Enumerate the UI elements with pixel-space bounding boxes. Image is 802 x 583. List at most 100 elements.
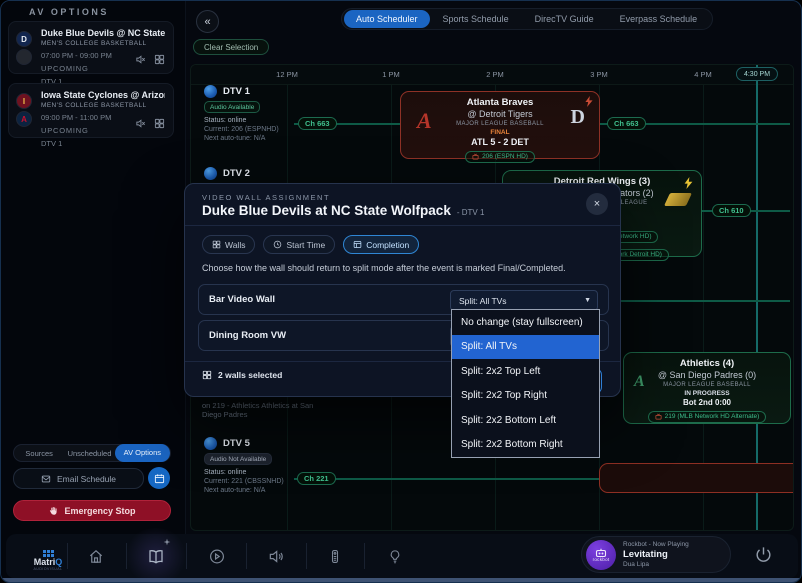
dtv5-row-header[interactable]: DTV 5 xyxy=(204,437,250,450)
event-card-braves-tigers[interactable]: A D Atlanta Braves @ Detroit Tigers MAJO… xyxy=(400,91,600,163)
dropdown-option[interactable]: No change (stay fullscreen) xyxy=(461,316,583,328)
now-playing-source: Rockbot - Now Playing xyxy=(623,541,689,548)
current-time-line xyxy=(756,65,758,530)
matriq-grid-icon xyxy=(42,550,54,557)
tab-av-options[interactable]: AV Options xyxy=(114,444,171,462)
grid-line xyxy=(703,85,704,530)
game-status: UPCOMING xyxy=(41,126,89,135)
close-modal-button[interactable]: × xyxy=(586,193,608,215)
emergency-stop-label: Emergency Stop xyxy=(64,505,136,516)
tab-unscheduled[interactable]: Unscheduled xyxy=(67,448,112,458)
directv-receiver-icon xyxy=(204,167,217,180)
sidebar-header: AV OPTIONS xyxy=(29,7,109,17)
dropdown-option[interactable]: Split: 2x2 Top Right xyxy=(461,390,547,402)
game-time: 09:00 PM - 11:00 PM xyxy=(41,113,112,122)
mute-icon[interactable] xyxy=(135,54,146,65)
event-card-fragment[interactable] xyxy=(599,463,793,493)
tab-sources[interactable]: Sources xyxy=(25,448,53,458)
now-playing-track: Levitating xyxy=(623,549,668,560)
modal-tab-completion[interactable]: Completion xyxy=(343,235,420,254)
event-card-athletics-padres[interactable]: A Athletics (4) @ San Diego Padres (0) M… xyxy=(623,352,791,424)
channel-badge[interactable]: Ch 610 xyxy=(712,204,751,217)
scheduler-tabs: Auto Scheduler Sports Schedule DirecTV G… xyxy=(341,8,714,30)
game-device: DTV 1 xyxy=(41,139,63,148)
walls-grid-icon xyxy=(202,370,212,380)
dtv1-label: DTV 1 xyxy=(223,86,250,97)
event-subtitle: @ Detroit Tigers xyxy=(467,109,533,119)
tab-sports-schedule[interactable]: Sports Schedule xyxy=(442,14,509,24)
dtv1-status: Status: online xyxy=(204,117,247,124)
event-channel-badge: 219 (MLB Network HD Alternate) xyxy=(647,410,767,423)
dropdown-option-selected[interactable]: Split: All TVs xyxy=(452,334,599,359)
remote-icon[interactable] xyxy=(328,548,343,565)
modal-tabs: Walls Start Time Completion xyxy=(202,235,420,254)
dtv2-row-header[interactable]: DTV 2 xyxy=(204,167,250,180)
modal-footer-divider xyxy=(185,361,620,362)
envelope-icon xyxy=(41,474,51,484)
dtv4-next-autotune-note: on 219 - Athletics Athletics at San Dieg… xyxy=(202,401,314,419)
dtv5-next: Next auto-tune: N/A xyxy=(204,487,266,494)
sidebar-filter-tabs: Sources Unscheduled AV Options xyxy=(13,444,171,462)
wall-name: Bar Video Wall xyxy=(209,294,275,305)
modal-tab-walls[interactable]: Walls xyxy=(202,235,256,254)
dtv1-row-header[interactable]: DTV 1 xyxy=(204,85,250,98)
modal-title-row: Duke Blue Devils at NC State Wolfpack - … xyxy=(202,203,484,218)
game-league: MEN'S COLLEGE BASKETBALL xyxy=(41,40,147,47)
wall-name: Dining Room VW xyxy=(209,330,287,341)
channel-badge[interactable]: Ch 663 xyxy=(298,117,337,130)
game-status: UPCOMING xyxy=(41,64,89,73)
play-icon[interactable] xyxy=(209,548,226,565)
hour-label: 1 PM xyxy=(382,70,400,79)
tab-everpass-schedule[interactable]: Everpass Schedule xyxy=(619,14,698,24)
volume-icon[interactable] xyxy=(268,548,285,565)
rockbot-logo: rockbot xyxy=(586,540,616,570)
event-clock: Bot 2nd 0:00 xyxy=(682,398,731,407)
modal-footer-status: 2 walls selected xyxy=(202,370,282,380)
event-league: MAJOR LEAGUE BASEBALL xyxy=(663,382,751,388)
schedule-book-icon[interactable] xyxy=(147,548,165,566)
modal-tab-start-time[interactable]: Start Time xyxy=(263,235,336,254)
power-icon[interactable] xyxy=(754,545,773,564)
hour-label: 3 PM xyxy=(590,70,608,79)
sidebar: AV OPTIONS D Duke Blue Devils @ NC State… xyxy=(1,1,186,578)
home-icon[interactable] xyxy=(88,548,105,565)
channel-badge[interactable]: Ch 221 xyxy=(297,472,336,485)
close-icon: × xyxy=(593,198,601,210)
event-channel-badge: 206 (ESPN HD) xyxy=(465,150,535,163)
dtv1-current: Current: 206 (ESPNHD) xyxy=(204,126,279,133)
game-card-duke[interactable]: D Duke Blue Devils @ NC State Wolfpack M… xyxy=(8,21,174,86)
dtv5-meta: Status: online Current: 221 (CBSSNHD) Ne… xyxy=(204,469,284,495)
multiview-icon[interactable] xyxy=(154,118,165,129)
dtv5-status: Status: online xyxy=(204,469,247,476)
clear-selection-button[interactable]: Clear Selection xyxy=(193,39,270,55)
split-mode-select[interactable]: Split: All TVs ▼ xyxy=(450,290,598,311)
email-schedule-button[interactable]: Email Schedule xyxy=(13,468,144,489)
email-schedule-label: Email Schedule xyxy=(56,473,117,484)
team-logo-iowa-state: I xyxy=(16,93,32,109)
tab-directv-guide[interactable]: DirecTV Guide xyxy=(534,14,594,24)
tigers-logo: D xyxy=(570,106,585,128)
collapse-sidebar-button[interactable]: « xyxy=(196,10,219,33)
dropdown-option[interactable]: Split: 2x2 Top Left xyxy=(461,365,541,377)
mute-icon[interactable] xyxy=(135,118,146,129)
tab-auto-scheduler[interactable]: Auto Scheduler xyxy=(344,10,430,28)
channel-line-dtv5 xyxy=(294,478,790,480)
emergency-stop-button[interactable]: Emergency Stop xyxy=(13,500,171,521)
modal-description: Choose how the wall should return to spl… xyxy=(202,263,566,273)
multiview-icon[interactable] xyxy=(154,54,165,65)
dtv1-next: Next auto-tune: N/A xyxy=(204,135,266,142)
lightbulb-icon[interactable] xyxy=(388,548,403,565)
now-playing-widget[interactable]: rockbot Rockbot - Now Playing Levitating… xyxy=(581,536,731,573)
calendar-schedule-button[interactable] xyxy=(148,467,170,489)
hour-label: 12 PM xyxy=(276,70,298,79)
window-bottom-edge xyxy=(1,578,801,582)
chevron-down-icon: ▼ xyxy=(584,297,591,304)
dropdown-option[interactable]: Split: 2x2 Bottom Left xyxy=(461,414,557,426)
dropdown-option[interactable]: Split: 2x2 Bottom Right xyxy=(461,439,563,451)
channel-badge[interactable]: Ch 663 xyxy=(607,117,646,130)
dtv5-current: Current: 221 (CBSSNHD) xyxy=(204,478,284,485)
game-card-iowa[interactable]: I A Iowa State Cyclones @ Arizona Wildca… xyxy=(8,83,174,148)
dtv5-label: DTV 5 xyxy=(223,438,250,449)
event-score: ATL 5 - 2 DET xyxy=(471,137,529,147)
